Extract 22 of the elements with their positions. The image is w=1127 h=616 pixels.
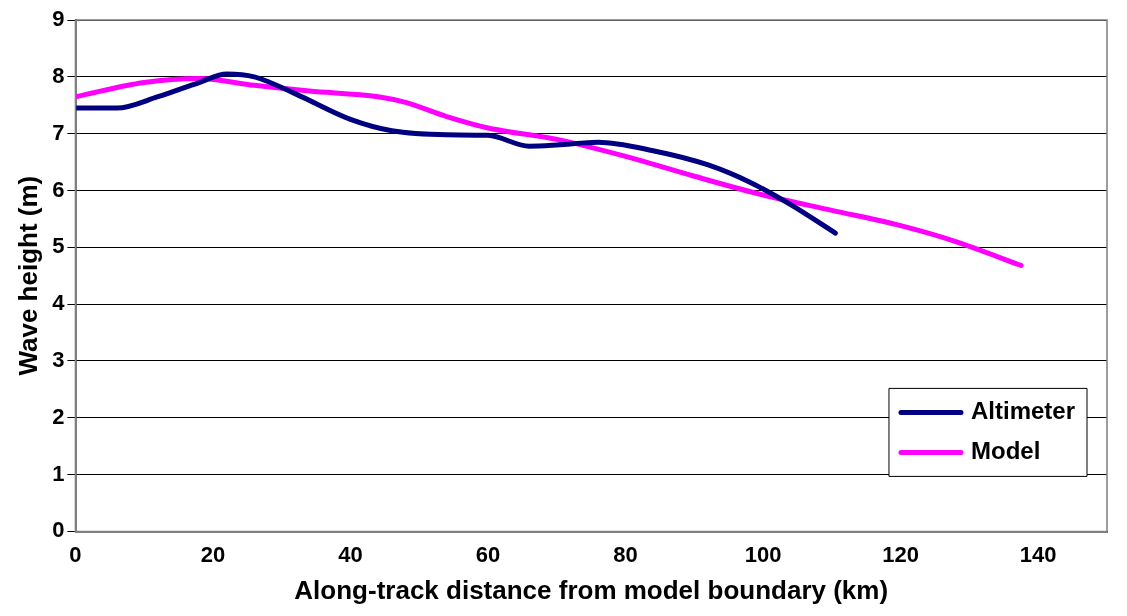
legend-label: Model bbox=[970, 437, 1041, 465]
y-tick-label: 7 bbox=[52, 119, 65, 145]
x-tick-label: 60 bbox=[475, 541, 501, 567]
x-tick-label: 20 bbox=[200, 541, 226, 567]
x-tick-label: 120 bbox=[882, 541, 920, 567]
y-tick-label: 6 bbox=[52, 176, 65, 202]
y-tick-label: 8 bbox=[52, 62, 65, 88]
y-tick-label: 5 bbox=[52, 233, 65, 259]
y-tick-label: 0 bbox=[52, 517, 65, 543]
x-tick-label: 0 bbox=[69, 541, 82, 567]
legend-label: Altimeter bbox=[970, 397, 1075, 425]
y-tick-label: 1 bbox=[52, 460, 65, 486]
x-tick-label: 140 bbox=[1019, 541, 1057, 567]
y-tick-label: 4 bbox=[52, 290, 66, 316]
x-tick-label: 100 bbox=[744, 541, 782, 567]
y-tick-label: 9 bbox=[52, 6, 65, 32]
y-axis-title: Wave height (m) bbox=[12, 175, 43, 376]
x-tick-label: 40 bbox=[338, 541, 363, 567]
y-tick-label: 2 bbox=[52, 403, 65, 429]
x-axis-title: Along-track distance from model boundary (km) bbox=[294, 574, 889, 605]
x-tick-label: 80 bbox=[613, 541, 638, 567]
y-tick-label: 3 bbox=[52, 347, 65, 372]
